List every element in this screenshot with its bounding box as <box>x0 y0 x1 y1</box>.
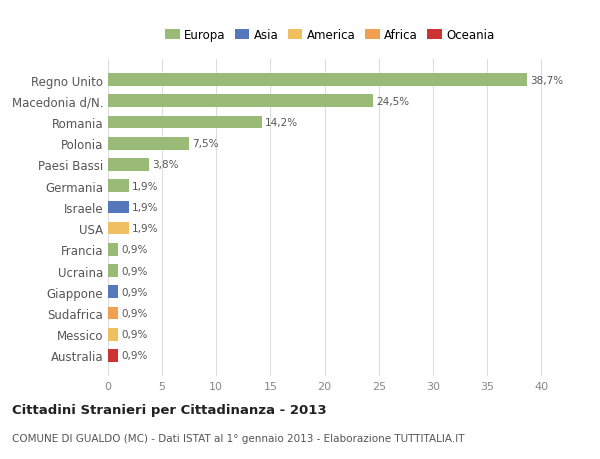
Text: 1,9%: 1,9% <box>132 181 158 191</box>
Text: 0,9%: 0,9% <box>121 245 148 255</box>
Text: 0,9%: 0,9% <box>121 351 148 361</box>
Bar <box>108 286 118 298</box>
Bar <box>108 201 128 214</box>
Bar <box>108 180 128 193</box>
Text: 0,9%: 0,9% <box>121 330 148 340</box>
Bar <box>108 95 373 108</box>
Legend: Europa, Asia, America, Africa, Oceania: Europa, Asia, America, Africa, Oceania <box>161 24 499 47</box>
Bar <box>108 307 118 319</box>
Text: 0,9%: 0,9% <box>121 266 148 276</box>
Bar <box>108 243 118 256</box>
Text: 1,9%: 1,9% <box>132 224 158 234</box>
Bar <box>108 117 262 129</box>
Text: 7,5%: 7,5% <box>193 139 219 149</box>
Text: 3,8%: 3,8% <box>152 160 179 170</box>
Text: 0,9%: 0,9% <box>121 308 148 318</box>
Bar <box>108 264 118 277</box>
Text: Cittadini Stranieri per Cittadinanza - 2013: Cittadini Stranieri per Cittadinanza - 2… <box>12 403 326 416</box>
Bar <box>108 74 527 87</box>
Text: COMUNE DI GUALDO (MC) - Dati ISTAT al 1° gennaio 2013 - Elaborazione TUTTITALIA.: COMUNE DI GUALDO (MC) - Dati ISTAT al 1°… <box>12 433 464 442</box>
Text: 38,7%: 38,7% <box>530 75 563 85</box>
Bar <box>108 328 118 341</box>
Text: 0,9%: 0,9% <box>121 287 148 297</box>
Bar <box>108 222 128 235</box>
Text: 24,5%: 24,5% <box>377 96 410 106</box>
Text: 14,2%: 14,2% <box>265 118 298 128</box>
Bar <box>108 349 118 362</box>
Text: 1,9%: 1,9% <box>132 202 158 213</box>
Bar <box>108 138 189 150</box>
Bar <box>108 159 149 172</box>
